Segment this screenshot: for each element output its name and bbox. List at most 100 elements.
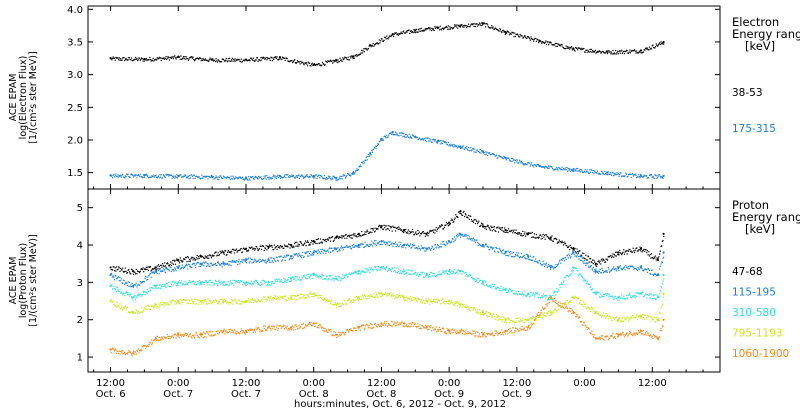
data-point	[386, 265, 388, 268]
data-point	[623, 50, 625, 52]
data-point	[239, 263, 241, 265]
data-point	[424, 247, 426, 249]
data-point	[206, 303, 208, 305]
data-point	[155, 176, 158, 178]
data-point	[343, 275, 345, 277]
data-point	[390, 243, 392, 246]
data-point	[615, 295, 617, 297]
data-point	[640, 292, 642, 295]
data-point	[137, 174, 139, 176]
data-point	[653, 177, 655, 180]
data-point	[409, 135, 412, 137]
data-point	[464, 235, 466, 237]
data-point	[524, 290, 526, 292]
data-point	[472, 23, 475, 25]
data-point	[535, 164, 537, 166]
data-point	[471, 240, 473, 242]
data-point	[430, 230, 432, 232]
data-point	[321, 61, 324, 63]
data-point	[513, 292, 515, 294]
data-point	[138, 294, 140, 297]
data-point	[342, 303, 345, 306]
data-point	[467, 308, 469, 310]
data-point	[250, 257, 252, 259]
data-point	[386, 136, 389, 139]
data-point	[636, 268, 638, 270]
data-point	[548, 237, 550, 240]
data-point	[583, 301, 585, 303]
data-point	[204, 261, 206, 263]
data-point	[484, 23, 486, 25]
data-point	[413, 297, 416, 299]
data-point	[273, 297, 275, 299]
data-point	[369, 268, 372, 270]
data-point	[566, 166, 568, 169]
data-point	[206, 281, 208, 284]
data-point	[483, 22, 485, 24]
data-point	[612, 267, 614, 270]
data-point	[575, 251, 577, 253]
data-point	[585, 259, 588, 261]
data-point	[399, 296, 401, 299]
data-point	[160, 270, 162, 272]
data-point	[163, 57, 165, 59]
data-point	[594, 272, 596, 274]
data-point	[124, 175, 126, 177]
data-point	[286, 279, 288, 282]
data-point	[340, 304, 342, 306]
data-point	[458, 269, 460, 272]
data-point	[455, 235, 458, 237]
data-point	[424, 272, 426, 274]
data-point	[502, 29, 504, 31]
data-point	[661, 287, 663, 289]
data-point	[158, 56, 160, 58]
data-point	[504, 33, 506, 35]
data-point	[462, 235, 464, 237]
data-point	[149, 58, 152, 61]
data-point	[543, 263, 545, 265]
data-point	[151, 59, 153, 61]
data-point	[394, 243, 396, 245]
data-point	[503, 321, 506, 323]
data-point	[342, 302, 344, 304]
data-point	[434, 275, 437, 278]
data-point	[466, 216, 468, 218]
data-point	[361, 234, 363, 237]
data-point	[207, 255, 209, 257]
data-point	[195, 57, 198, 59]
data-point	[551, 235, 553, 237]
data-point	[218, 282, 221, 284]
data-point	[166, 302, 168, 304]
data-point	[259, 245, 261, 247]
data-point	[436, 142, 439, 144]
data-point	[269, 257, 271, 259]
data-point	[122, 176, 124, 178]
data-point	[616, 320, 618, 322]
data-point	[472, 309, 474, 311]
data-point	[219, 175, 221, 177]
data-point	[374, 230, 376, 232]
data-point	[128, 295, 131, 297]
data-point	[174, 300, 177, 303]
data-point	[438, 300, 441, 302]
data-point	[464, 213, 466, 215]
data-point	[168, 304, 171, 306]
data-point	[197, 303, 200, 305]
data-point	[292, 294, 294, 296]
data-point	[399, 132, 401, 134]
data-point	[604, 315, 606, 317]
data-point	[527, 319, 529, 321]
data-point	[451, 144, 453, 146]
data-point	[422, 138, 424, 140]
data-point	[233, 261, 236, 263]
data-point	[314, 240, 316, 243]
data-point	[212, 264, 215, 266]
data-point	[621, 253, 623, 256]
data-point	[544, 315, 546, 317]
data-point	[247, 282, 249, 284]
data-point	[560, 45, 562, 47]
data-point	[591, 289, 593, 291]
data-point	[595, 291, 597, 293]
data-point	[325, 61, 328, 63]
data-point	[447, 141, 449, 144]
